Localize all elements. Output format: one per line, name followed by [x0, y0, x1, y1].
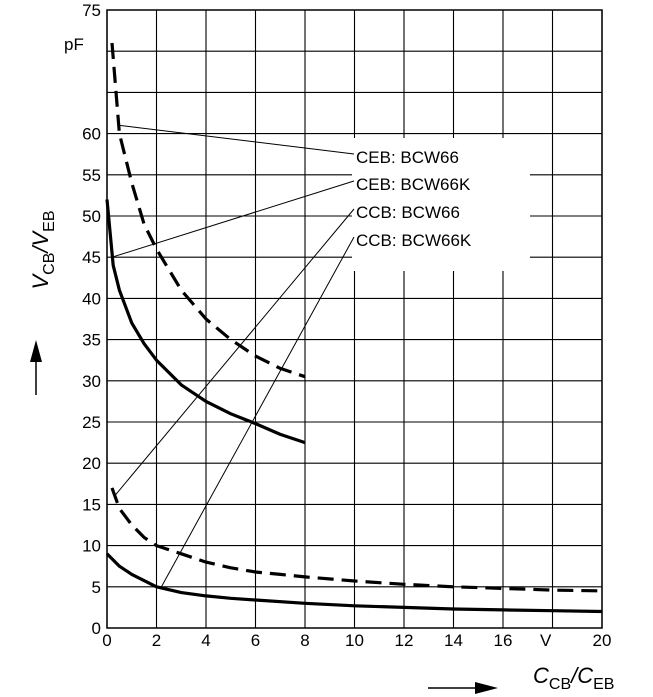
- y-tick-label: 60: [82, 125, 101, 144]
- y-tick-label: 55: [82, 166, 101, 185]
- x-tick-label: 2: [152, 631, 161, 650]
- series-line-2: [110, 42, 306, 379]
- series-layer: [105, 42, 603, 614]
- plot-frame: [106, 9, 603, 629]
- legend-labels: CEB: BCW66 CEB: BCW66K CCB: BCW66 CCB: BCW6…: [356, 148, 472, 250]
- legend-label-2: CEB: BCW66K: [356, 175, 471, 194]
- x-tick-label: 16: [494, 631, 513, 650]
- leader-line-3: [114, 208, 355, 497]
- y-tick-label: 30: [82, 372, 101, 391]
- x-tick-label: 0: [102, 631, 111, 650]
- y-axis-title: VCB/VEB: [28, 210, 58, 289]
- x-unit-label: V: [540, 631, 552, 650]
- y-tick-label: 50: [82, 207, 101, 226]
- y-tick-label: 5: [92, 578, 101, 597]
- y-tick-label: 45: [82, 248, 101, 267]
- y-tick-label: 40: [82, 289, 101, 308]
- series-line-1: [105, 199, 306, 445]
- y-tick-label: 75: [82, 1, 101, 20]
- leader-line-2: [111, 180, 355, 258]
- legend-label-4: CCB: BCW66K: [356, 231, 472, 250]
- x-tick-label: 20: [593, 631, 612, 650]
- y-axis-arrow: [30, 340, 42, 395]
- legend-label-1: CEB: BCW66: [356, 148, 459, 167]
- x-tick-label: 8: [300, 631, 309, 650]
- x-tick-label: 4: [201, 631, 210, 650]
- legend-label-3: CCB: BCW66: [356, 203, 460, 222]
- y-tick-label: 25: [82, 413, 101, 432]
- x-tick-label: 6: [251, 631, 260, 650]
- leader-line-1: [119, 124, 355, 155]
- y-tick-label: 20: [82, 454, 101, 473]
- series-line-3: [105, 552, 603, 614]
- y-tick-label: 10: [82, 537, 101, 556]
- leader-lines: [111, 124, 355, 588]
- series-line-4: [110, 487, 603, 593]
- y-unit-label: pF: [64, 35, 84, 54]
- grid-layer: [106, 9, 603, 629]
- y-tick-label: 15: [82, 495, 101, 514]
- x-axis-arrow: [428, 682, 498, 694]
- x-tick-label: 14: [444, 631, 463, 650]
- y-tick-label: 0: [92, 619, 101, 638]
- y-tick-label: 35: [82, 331, 101, 350]
- x-tick-label: 10: [345, 631, 364, 650]
- leader-line-4: [161, 236, 355, 588]
- legend-background: [352, 138, 530, 271]
- tick-labels: 0 2 4 6 8 10 12 14 16 20 0 5 10 15 20 25 30 35 40 45 50 55 60 7…: [82, 1, 611, 650]
- legend-box: [352, 138, 530, 271]
- x-tick-label: 12: [395, 631, 414, 650]
- x-axis-title: CCB/CEB: [533, 663, 614, 693]
